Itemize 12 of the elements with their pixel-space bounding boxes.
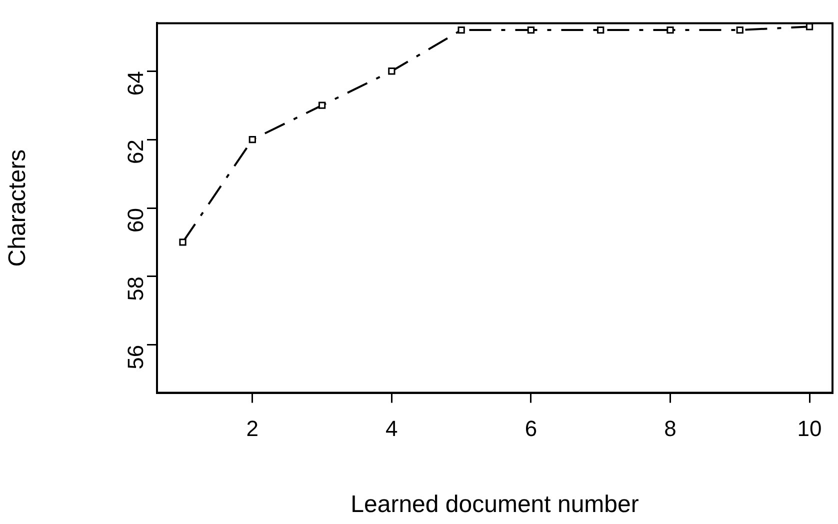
- y-tick-label: 56: [123, 344, 148, 370]
- y-axis-title: Characters: [4, 149, 32, 267]
- x-tick-label: 10: [797, 416, 822, 442]
- y-tick-label: 58: [123, 276, 148, 301]
- x-axis-title: Learned document number: [350, 491, 639, 518]
- x-tick-label: 8: [664, 416, 676, 442]
- x-tick-label: 2: [246, 416, 259, 442]
- y-tick-label: 64: [123, 71, 148, 96]
- x-tick-label: 4: [386, 416, 398, 442]
- x-tick-label: 6: [524, 416, 538, 442]
- y-tick-label: 62: [123, 140, 148, 164]
- y-tick-label: 60: [123, 208, 148, 232]
